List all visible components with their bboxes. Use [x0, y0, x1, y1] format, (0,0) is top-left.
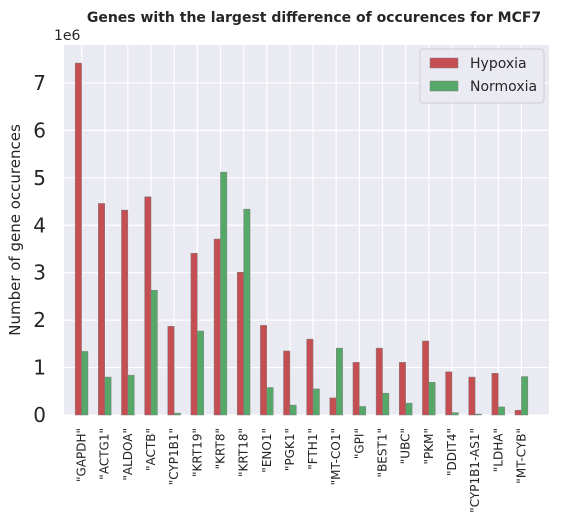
x-tick-label: "CYP1B1-AS1": [468, 428, 482, 513]
bar-normoxia-10: [312, 388, 320, 416]
x-tick-label: "GPI": [352, 428, 366, 459]
bar-normoxia-16: [451, 412, 459, 416]
x-tick-label: "BEST1": [376, 428, 390, 477]
y-tick-label: 2: [33, 308, 46, 332]
y-tick-label: 1: [33, 356, 46, 380]
x-tick-label: "KRT8": [213, 428, 227, 469]
x-tick-label: "KRT19": [190, 428, 204, 477]
bar-hypoxia-13: [375, 347, 383, 416]
x-tick-label: "ACTB": [144, 428, 158, 471]
bar-normoxia-6: [220, 171, 228, 416]
x-tick-label: "ENO1": [260, 428, 274, 473]
bar-hypoxia-14: [399, 362, 406, 416]
bar-hypoxia-3: [144, 196, 152, 416]
bar-hypoxia-12: [352, 362, 360, 416]
bar-hypoxia-9: [283, 350, 291, 416]
bar-hypoxia-11: [329, 397, 337, 416]
y-tick-label: 5: [33, 166, 46, 190]
bar-normoxia-19: [521, 376, 529, 416]
bar-hypoxia-17: [468, 376, 476, 416]
x-axis-ticks: "GAPDH" "ACTG1" "ALDOA" "ACTB" "CYP1B1" "KRT1…: [75, 428, 529, 513]
bar-normoxia-18: [498, 406, 505, 416]
x-tick-label: "DDIT4": [445, 428, 459, 476]
bar-normoxia-0: [81, 351, 89, 416]
x-tick-label: "FTH1": [306, 428, 320, 470]
x-tick-label: "PGK1": [283, 428, 297, 471]
bars: [74, 62, 529, 416]
bar-hypoxia-2: [121, 209, 129, 416]
bar-normoxia-11: [335, 347, 343, 416]
bar-normoxia-12: [359, 406, 367, 416]
legend-label-normoxia: Normoxia: [470, 79, 537, 95]
bar-hypoxia-5: [190, 252, 198, 416]
bar-normoxia-17: [474, 413, 482, 416]
x-tick-label: "KRT18": [237, 428, 251, 477]
bar-normoxia-14: [405, 402, 413, 416]
bar-hypoxia-19: [514, 410, 522, 416]
bar-hypoxia-10: [306, 338, 314, 416]
bar-hypoxia-8: [260, 325, 268, 416]
x-tick-label: "ACTG1": [98, 428, 112, 480]
y-tick-label: 7: [33, 71, 46, 95]
bar-normoxia-1: [104, 376, 112, 416]
chart-title: Genes with the largest difference of occ…: [87, 10, 541, 26]
x-tick-label: "MT-CO1": [329, 428, 343, 485]
y-axis-label: Number of gene occurences: [6, 124, 24, 336]
x-tick-label: "MT-CYB": [514, 428, 528, 484]
bar-hypoxia-6: [213, 238, 221, 416]
bar-normoxia-3: [150, 289, 158, 416]
bar-hypoxia-4: [167, 326, 175, 416]
bar-normoxia-7: [243, 208, 251, 416]
bar-normoxia-4: [173, 412, 181, 416]
bar-normoxia-2: [127, 374, 135, 416]
bar-normoxia-13: [382, 392, 390, 416]
bar-hypoxia-16: [445, 371, 453, 416]
x-tick-label: "CYP1B1": [167, 428, 181, 485]
y-tick-label: 3: [33, 261, 46, 285]
bar-normoxia-5: [197, 330, 204, 416]
bar-hypoxia-18: [491, 373, 499, 416]
bar-normoxia-15: [428, 382, 436, 416]
legend-swatch-normoxia: [429, 80, 459, 92]
bar-hypoxia-0: [74, 62, 82, 416]
x-tick-label: "PKM": [422, 428, 436, 465]
x-tick-label: "ALDOA": [121, 428, 135, 481]
y-tick-label: 6: [33, 118, 46, 142]
bar-normoxia-8: [266, 387, 274, 416]
y-tick-label: 0: [33, 403, 46, 427]
legend: Hypoxia Normoxia: [419, 48, 545, 104]
x-tick-label: "UBC": [399, 428, 413, 464]
x-tick-label: "LDHA": [491, 428, 505, 472]
bar-hypoxia-1: [98, 203, 105, 416]
bar-hypoxia-15: [422, 340, 430, 416]
bar-hypoxia-7: [236, 271, 244, 416]
y-axis-offset-label: 1e6: [54, 28, 81, 44]
legend-label-hypoxia: Hypoxia: [470, 56, 527, 72]
y-tick-label: 4: [33, 213, 46, 237]
bar-normoxia-9: [289, 404, 297, 416]
legend-swatch-hypoxia: [429, 57, 459, 69]
x-tick-label: "GAPDH": [75, 428, 89, 482]
y-axis-ticks: 0 1 2 3 4 5 6 7: [33, 71, 46, 427]
